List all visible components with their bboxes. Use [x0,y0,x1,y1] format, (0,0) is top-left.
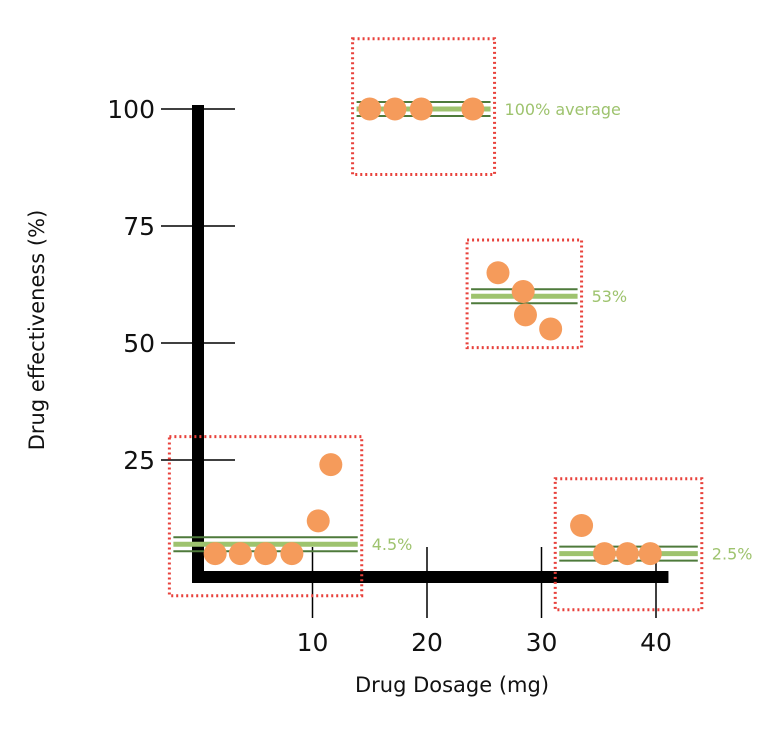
average-label: 53% [592,287,628,306]
average-lines [173,101,698,562]
data-point [319,453,343,477]
group-box [553,477,704,612]
data-point [615,542,639,566]
group-boxes [167,37,704,612]
data-point [592,542,616,566]
average-label: 2.5% [712,545,753,564]
data-point [461,97,485,121]
group-labels: 4.5% 100% average 53% 2.5% [372,100,753,564]
y-tick-label: 100 [107,95,155,124]
group-box [351,37,497,177]
x-tick-label: 10 [297,628,329,657]
axes [192,105,669,583]
data-point [203,542,227,566]
average-label: 4.5% [372,535,413,554]
data-point [306,509,330,533]
group-box [465,238,584,350]
data-point [280,542,304,566]
data-points [203,97,662,566]
y-tick-label: 50 [123,329,155,358]
x-tick-label: 30 [526,628,558,657]
data-point [638,542,662,566]
data-point [570,514,594,538]
data-point [358,97,382,121]
data-point [513,303,537,327]
x-axis-label: Drug Dosage (mg) [355,673,549,697]
data-point [254,542,278,566]
y-tick-label: 25 [123,446,155,475]
data-point [409,97,433,121]
x-tick-label: 40 [640,628,672,657]
data-point [486,261,510,285]
data-point [511,280,535,304]
y-tick-label: 75 [123,212,155,241]
data-point [383,97,407,121]
x-tick-label: 20 [411,628,443,657]
data-point [539,317,563,341]
y-axis-label: Drug effectiveness (%) [25,210,49,451]
average-label: 100% average [505,100,621,119]
group-box [167,435,364,598]
ticks: 25 50 75 100 10 20 30 40 [107,95,672,657]
data-point [228,542,252,566]
